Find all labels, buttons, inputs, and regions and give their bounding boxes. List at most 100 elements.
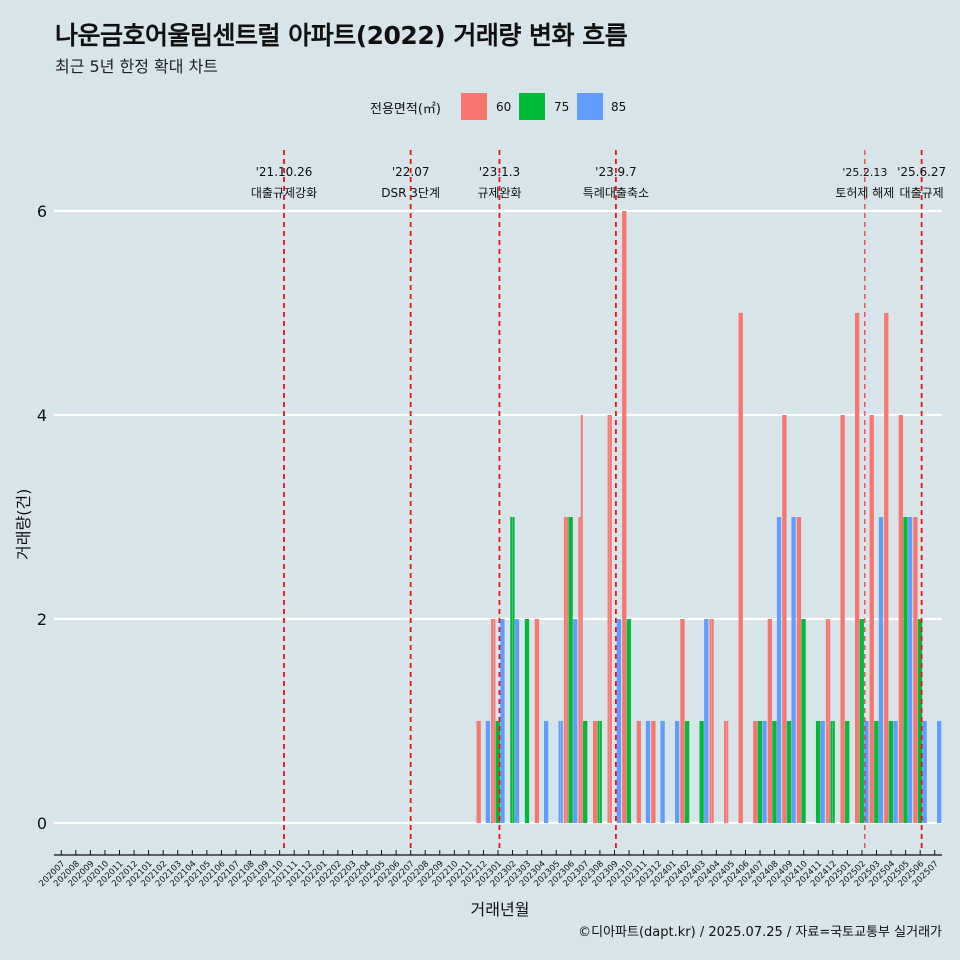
legend-label-60: 60 — [496, 100, 512, 114]
bar-75-202310 — [626, 619, 632, 823]
bar-75-202502 — [859, 619, 864, 823]
bar-60-202504 — [884, 313, 889, 823]
bar-60-202402 — [680, 619, 685, 823]
legend-key-85 — [577, 93, 603, 120]
bar-75-202505 — [903, 517, 908, 823]
bar-60-202405 — [726, 721, 729, 823]
event-annotations: '21.10.26 대출규제강화 '22.07 DSR 3단계 '23.1.3 규제완화 '… — [251, 165, 946, 200]
bar-60-202311 — [636, 721, 641, 823]
chart-title: 나운금호어울림센트럴 아파트(2022) 거래량 변화 흐름 — [55, 21, 628, 50]
bar-85-202504 — [893, 721, 898, 823]
bar-85-202411 — [820, 721, 825, 823]
event-label-2: 규제완화 — [477, 186, 521, 200]
bar-85-202401 — [674, 721, 680, 823]
bar-60-202410 — [796, 517, 802, 823]
bar-60-202307 — [578, 517, 581, 823]
event-date-4: '25.2.13 — [842, 166, 887, 179]
bar-85-202403 — [704, 619, 709, 823]
bar-60-202412 — [828, 619, 831, 823]
bar-60-202405 — [724, 721, 727, 823]
bar-75-202303 — [524, 619, 530, 823]
bar-75-202307 — [583, 721, 588, 823]
event-label-0: 대출규제강화 — [251, 186, 317, 200]
bar-85-202505 — [907, 517, 913, 823]
bar-75-202301 — [495, 721, 501, 823]
event-label-5: 대출규제 — [900, 186, 944, 200]
bar-75-202408 — [772, 721, 777, 823]
bar-60-202212 — [476, 721, 481, 823]
bar-60-202412 — [825, 619, 828, 823]
bar-60-202506 — [913, 517, 918, 823]
bar-60-202407 — [753, 721, 758, 823]
bar-85-202304 — [543, 721, 549, 823]
bar-75-202302 — [510, 517, 513, 823]
bar-60-202306 — [566, 517, 569, 823]
bar-85-202409 — [791, 517, 796, 823]
bar-75-202306 — [568, 517, 573, 823]
bar-60-202408 — [767, 619, 772, 823]
bar-75-202506 — [917, 619, 923, 823]
event-label-3: 특례대출축소 — [583, 186, 649, 200]
y-tick-0: 0 — [37, 814, 47, 833]
bar-60-202505 — [898, 415, 904, 823]
bar-60-202301 — [491, 619, 494, 823]
x-axis-label: 거래년월 — [470, 900, 530, 919]
event-date-2: '23.1.3 — [479, 165, 520, 179]
bar-85-202305 — [558, 721, 561, 823]
bar-85-202306 — [573, 619, 578, 823]
bar-60-202502 — [855, 313, 860, 823]
bar-85-202502 — [864, 721, 869, 823]
legend-key-75 — [519, 93, 545, 120]
bar-75-202302 — [512, 517, 515, 823]
bar-60-202404 — [711, 619, 714, 823]
y-tick-2: 2 — [37, 610, 47, 629]
event-date-3: '23.9.7 — [595, 165, 636, 179]
bar-60-202501 — [840, 415, 845, 823]
bar-60-202310 — [622, 211, 627, 823]
bar-85-202311 — [645, 721, 651, 823]
bar-85-202212 — [485, 721, 491, 823]
chart-subtitle: 최근 5년 한정 확대 차트 — [55, 57, 219, 76]
bar-60-202409 — [782, 415, 787, 823]
x-axis: 2020072020082020092020102020112020122021… — [37, 850, 942, 889]
bar-85-202507 — [937, 721, 942, 823]
event-date-5: '25.6.27 — [897, 165, 946, 179]
bar-60-202404 — [709, 619, 712, 823]
bar-85-202305 — [560, 721, 563, 823]
bar-60-202307 — [580, 415, 583, 823]
bar-85-202407 — [762, 721, 767, 823]
y-axis-label: 거래량(건) — [14, 488, 33, 560]
legend: 전용면적(㎡) 60 75 85 — [0, 92, 960, 122]
bar-75-202411 — [815, 721, 821, 823]
bar-60-202304 — [534, 619, 540, 823]
bar-75-202410 — [801, 619, 806, 823]
bar-75-202308 — [599, 721, 602, 823]
bar-75-202412 — [832, 721, 835, 823]
legend-label-75: 75 — [554, 100, 570, 114]
bar-60-202503 — [869, 415, 874, 823]
bar-85-202301 — [500, 619, 505, 823]
bar-60-202312 — [651, 721, 656, 823]
y-axis: 0 2 4 6 — [37, 202, 47, 833]
event-date-0: '21.10.26 — [256, 165, 313, 179]
bar-60-202309 — [609, 415, 612, 823]
bar-85-202503 — [878, 517, 884, 823]
y-tick-6: 6 — [37, 202, 47, 221]
bar-75-202402 — [684, 721, 690, 823]
legend-label-85: 85 — [611, 100, 627, 114]
y-tick-4: 4 — [37, 406, 47, 425]
bar-75-202501 — [845, 721, 850, 823]
bar-85-202312 — [660, 721, 665, 823]
event-label-4: 토허제 해제 — [835, 186, 894, 200]
bar-75-202503 — [874, 721, 879, 823]
bars — [476, 211, 942, 823]
source-caption: ©디아파트(dapt.kr) / 2025.07.25 / 자료=국토교통부 실… — [578, 925, 942, 940]
bar-60-202301 — [493, 619, 496, 823]
bar-60-202309 — [607, 415, 610, 823]
bar-75-202407 — [757, 721, 763, 823]
bar-60-202406 — [738, 313, 743, 823]
bar-75-202409 — [786, 721, 792, 823]
event-lines — [283, 150, 923, 852]
bar-60-202308 — [592, 721, 598, 823]
